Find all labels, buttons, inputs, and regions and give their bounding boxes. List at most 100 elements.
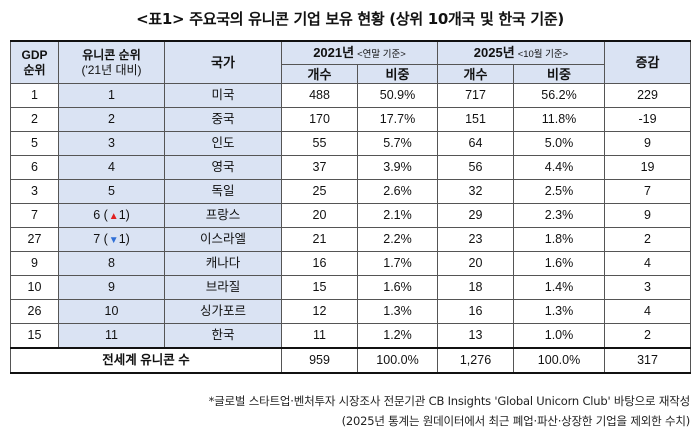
cell-change: 3: [604, 275, 692, 300]
cell-gdp-rank: 3: [10, 179, 59, 204]
cell-2021-share: 2.2%: [357, 227, 438, 252]
cell-gdp-rank: 27: [10, 227, 59, 252]
table-row: 5 3 인도 55 5.7% 64 5.0% 9: [10, 131, 692, 156]
cell-gdp-rank: 9: [10, 251, 59, 276]
header-country: 국가: [164, 40, 282, 84]
footnote-method: (2025년 통계는 원데이터에서 최근 폐업·파산·상장한 기업을 제외한 수…: [341, 414, 691, 428]
cell-2025-count: 16: [437, 299, 514, 324]
table-row: 27 7 (▼1) 이스라엘 21 2.2% 23 1.8% 2: [10, 227, 692, 252]
cell-unicorn-rank: 10: [58, 299, 165, 324]
cell-unicorn-rank: 3: [58, 131, 165, 156]
cell-2021-share: 50.9%: [357, 83, 438, 108]
table-row: 6 4 영국 37 3.9% 56 4.4% 19: [10, 155, 692, 180]
cell-2021-share: 2.6%: [357, 179, 438, 204]
total-2025-count: 1,276: [437, 347, 514, 374]
header-change: 증감: [604, 40, 692, 84]
cell-country: 미국: [164, 83, 282, 108]
cell-2025-count: 717: [437, 83, 514, 108]
header-2021-count: 개수: [281, 64, 358, 84]
cell-change: 2: [604, 323, 692, 349]
rank-value: 4: [108, 160, 115, 175]
cell-gdp-rank: 26: [10, 299, 59, 324]
cell-2021-count: 170: [281, 107, 358, 132]
cell-unicorn-rank: 4: [58, 155, 165, 180]
table-body: 1 1 미국 488 50.9% 717 56.2% 229 2 2 중국 170 17.7% 151 11…: [10, 83, 692, 374]
cell-gdp-rank: 7: [10, 203, 59, 228]
cell-unicorn-rank: 6 (▲1): [58, 203, 165, 228]
cell-2025-count: 18: [437, 275, 514, 300]
header-2021: 2021년 <연말 기준>: [281, 40, 438, 65]
table-row: 15 11 한국 11 1.2% 13 1.0% 2: [10, 323, 692, 349]
cell-country: 인도: [164, 131, 282, 156]
rank-value: 2: [108, 112, 115, 127]
table-row: 10 9 브라질 15 1.6% 18 1.4% 3: [10, 275, 692, 300]
cell-2025-count: 23: [437, 227, 514, 252]
header-2025: 2025년 <10월 기준>: [436, 40, 606, 65]
rank-value: 1: [108, 88, 115, 103]
header-gdp-label: GDP 순위: [21, 47, 48, 77]
rank-value: 10: [104, 304, 119, 319]
cell-country: 이스라엘: [164, 227, 282, 252]
cell-2025-share: 1.0%: [512, 323, 606, 349]
cell-2021-share: 1.2%: [357, 323, 438, 349]
header-2025-note: <10월 기준>: [517, 49, 569, 61]
rank-value: 11: [105, 328, 118, 343]
cell-2021-count: 15: [281, 275, 358, 300]
rank-change-value: 1): [118, 232, 130, 246]
total-2025-share: 100.0%: [512, 347, 606, 374]
cell-change: 9: [604, 131, 692, 156]
cell-unicorn-rank: 8: [58, 251, 165, 276]
rank-value: 7 (: [93, 232, 108, 246]
cell-gdp-rank: 2: [10, 107, 59, 132]
cell-unicorn-rank: 5: [58, 179, 165, 204]
cell-unicorn-rank: 9: [58, 275, 165, 300]
cell-2025-count: 20: [437, 251, 514, 276]
header-2025-count: 개수: [437, 64, 514, 84]
total-2021-count: 959: [281, 347, 358, 374]
cell-change: -19: [604, 107, 692, 132]
header-2025-year: 2025년: [473, 45, 515, 61]
header-2021-share: 비중: [357, 64, 438, 84]
cell-2021-count: 37: [281, 155, 358, 180]
cell-2021-share: 1.6%: [357, 275, 438, 300]
cell-2021-share: 2.1%: [357, 203, 438, 228]
cell-country: 캐나다: [164, 251, 282, 276]
cell-change: 4: [604, 251, 692, 276]
cell-2021-count: 55: [281, 131, 358, 156]
cell-country: 독일: [164, 179, 282, 204]
cell-2021-count: 16: [281, 251, 358, 276]
cell-2025-count: 151: [437, 107, 514, 132]
rank-value: 8: [108, 256, 115, 271]
cell-2021-share: 1.3%: [357, 299, 438, 324]
cell-2025-share: 56.2%: [512, 83, 606, 108]
cell-2021-count: 488: [281, 83, 358, 108]
cell-2021-count: 20: [281, 203, 358, 228]
cell-unicorn-rank: 1: [58, 83, 165, 108]
cell-gdp-rank: 6: [10, 155, 59, 180]
cell-2025-share: 1.8%: [512, 227, 606, 252]
cell-2025-share: 1.6%: [512, 251, 606, 276]
cell-2025-share: 2.3%: [512, 203, 606, 228]
table-title: <표1> 주요국의 유니콘 기업 보유 현황 (상위 10개국 및 한국 기준): [136, 10, 564, 28]
cell-2021-count: 25: [281, 179, 358, 204]
table-row: 2 2 중국 170 17.7% 151 11.8% -19: [10, 107, 692, 132]
cell-country: 중국: [164, 107, 282, 132]
cell-country: 프랑스: [164, 203, 282, 228]
header-unicorn-rank: 유니콘 순위 ('21년 대비): [58, 40, 165, 84]
cell-change: 9: [604, 203, 692, 228]
cell-change: 229: [604, 83, 692, 108]
unicorn-table: GDP 순위 유니콘 순위 ('21년 대비) 국가 2021년 <연말 기준> …: [10, 40, 692, 374]
cell-2021-count: 12: [281, 299, 358, 324]
cell-gdp-rank: 1: [10, 83, 59, 108]
cell-2021-count: 11: [281, 323, 358, 349]
rank-up-arrow-icon: ▲: [108, 211, 119, 222]
cell-2025-share: 1.4%: [512, 275, 606, 300]
cell-2025-share: 5.0%: [512, 131, 606, 156]
cell-2025-share: 2.5%: [512, 179, 606, 204]
cell-unicorn-rank: 11: [58, 323, 165, 349]
cell-gdp-rank: 5: [10, 131, 59, 156]
table-row: 9 8 캐나다 16 1.7% 20 1.6% 4: [10, 251, 692, 276]
cell-gdp-rank: 10: [10, 275, 59, 300]
rank-down-arrow-icon: ▼: [108, 235, 119, 246]
